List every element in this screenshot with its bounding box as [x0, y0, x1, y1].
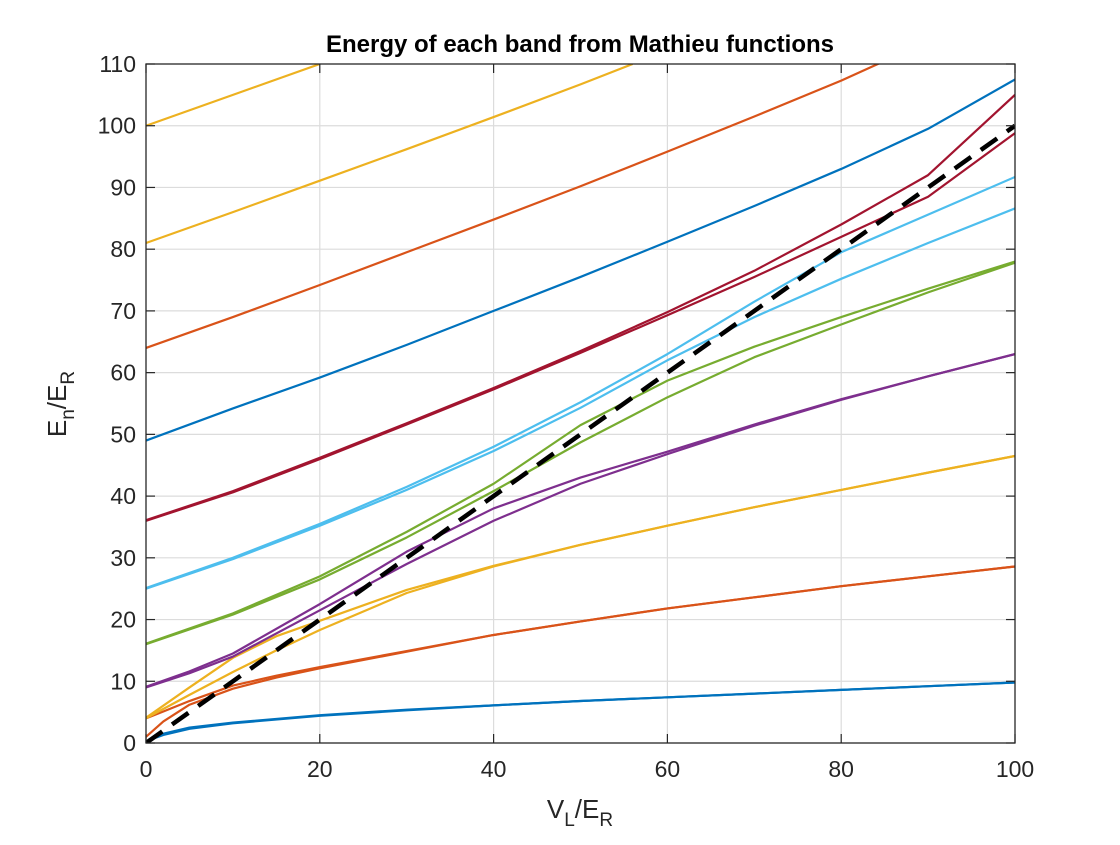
y-tick-labels: 0 10 20 30 40 50 60 70 80 90 100 110	[98, 51, 136, 756]
band-line-8	[146, 353, 1015, 688]
y-tick-label: 40	[110, 483, 136, 509]
band-line-13	[146, 132, 1015, 522]
series-layer	[146, 64, 1015, 743]
band-line-18	[146, 64, 321, 127]
y-tick-label: 30	[110, 545, 136, 571]
band-line-6	[146, 454, 1015, 719]
ticks	[145, 63, 1016, 744]
x-axis-label: VL/ER	[547, 794, 613, 831]
y-tick-label: 10	[110, 668, 136, 694]
band-line-14	[146, 94, 1015, 522]
x-tick-label: 40	[481, 756, 507, 782]
x-tick-labels: 0 20 40 60 80 100	[140, 756, 1035, 782]
y-axis-label: En/ER	[42, 371, 79, 437]
band-line-16	[146, 64, 881, 349]
band-line-4	[146, 565, 1015, 720]
band-line-11	[146, 207, 1015, 590]
y-tick-label: 100	[98, 113, 136, 139]
x-tick-label: 0	[140, 756, 153, 782]
x-tick-label: 20	[307, 756, 333, 782]
x-tick-label: 60	[655, 756, 681, 782]
y-tick-label: 70	[110, 298, 136, 324]
band-line-9	[146, 261, 1015, 646]
reference-line-dashed	[146, 123, 1015, 743]
plot-frame	[145, 63, 1016, 744]
band-line-12	[146, 175, 1015, 590]
y-tick-label: 60	[110, 360, 136, 386]
band-line-15	[146, 78, 1015, 442]
y-tick-label: 80	[110, 236, 136, 262]
x-tick-label: 100	[996, 756, 1034, 782]
y-tick-label: 90	[110, 174, 136, 200]
y-tick-label: 50	[110, 421, 136, 447]
y-tick-label: 0	[123, 730, 136, 756]
x-tick-label: 80	[828, 756, 854, 782]
y-tick-label: 110	[99, 51, 136, 77]
band-line-2	[146, 681, 1015, 743]
y-tick-label: 20	[110, 607, 136, 633]
band-line-10	[146, 260, 1015, 645]
band-line-17	[146, 64, 634, 245]
chart-title: Energy of each band from Mathieu functio…	[326, 31, 834, 58]
